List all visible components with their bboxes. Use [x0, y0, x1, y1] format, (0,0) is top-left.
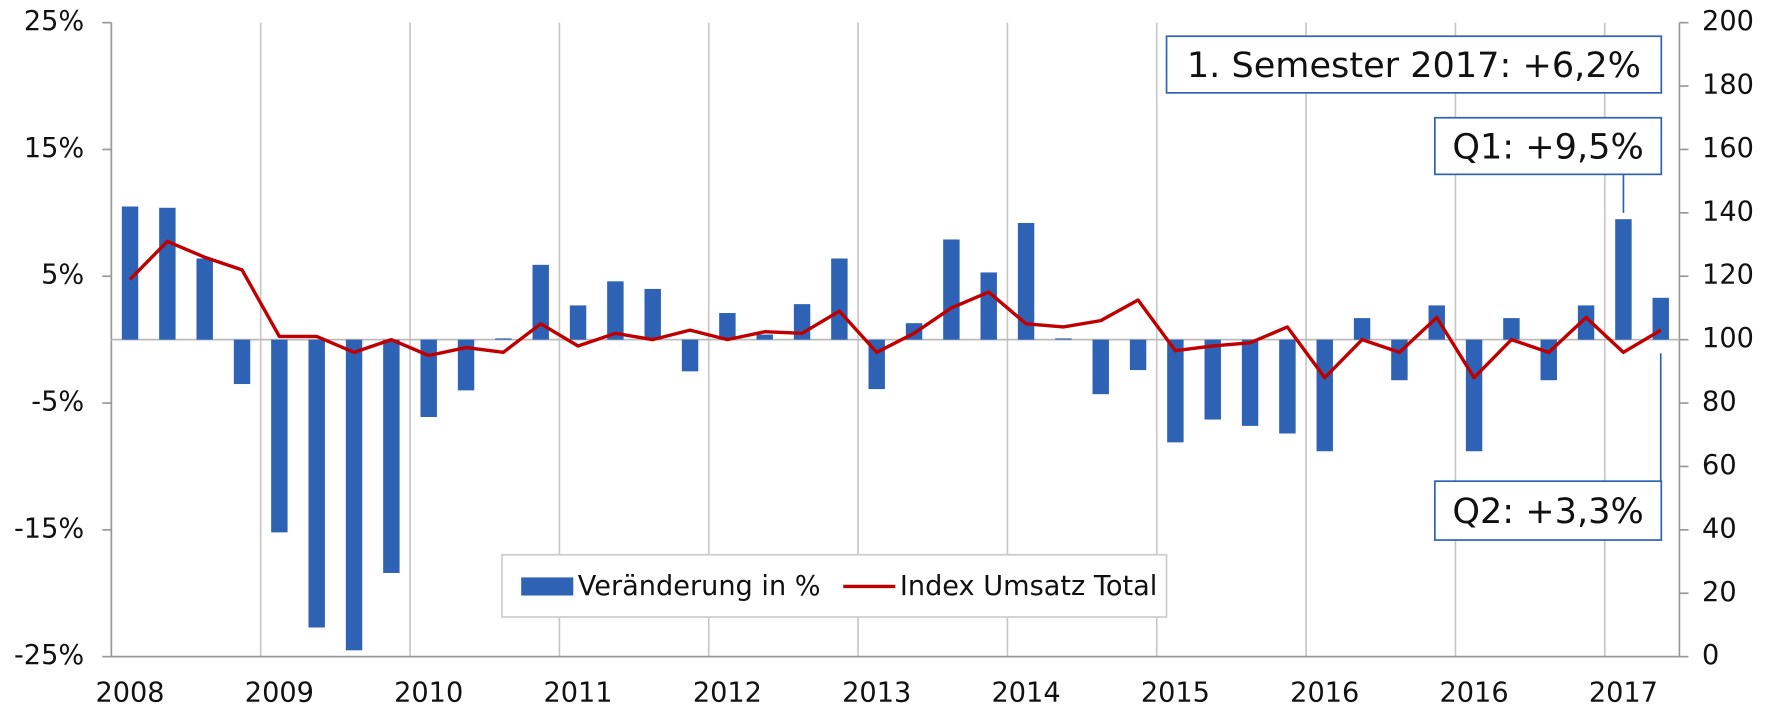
bar [1316, 339, 1333, 452]
bar [756, 334, 773, 340]
x-tick-label: 2011 [543, 678, 612, 709]
bar [1465, 339, 1483, 452]
x-tick-label: 2009 [245, 678, 314, 709]
bar [1428, 305, 1445, 340]
y-tick-label: -5% [31, 387, 84, 418]
bar [308, 339, 325, 628]
bar [495, 338, 512, 340]
bar [943, 239, 960, 340]
legend-swatch [521, 577, 574, 596]
x-tick-label: 2010 [394, 678, 463, 709]
bar [233, 339, 251, 385]
annotation-box [1165, 35, 1663, 94]
bar [1279, 339, 1296, 434]
bar [681, 339, 699, 372]
annotation-box [1434, 480, 1663, 541]
bar [1129, 339, 1147, 371]
bar [196, 258, 213, 340]
y-tick-label: 15% [24, 133, 84, 164]
bar [1241, 339, 1259, 426]
y2-tick-label: 0 [1702, 640, 1719, 671]
bar [1204, 339, 1221, 420]
bar [271, 339, 288, 533]
bar [644, 288, 661, 340]
bar [532, 264, 549, 340]
bar [607, 281, 624, 340]
legend: Veränderung in % Index Umsatz Total [501, 553, 1168, 618]
y-tick-label: -15% [14, 513, 84, 544]
x-tick-label: 2015 [1141, 678, 1210, 709]
y2-tick-label: 160 [1702, 133, 1754, 164]
annotation: Q2: +3,3% [1452, 491, 1643, 532]
y2-tick-label: 20 [1702, 577, 1737, 608]
bar [383, 339, 400, 573]
y2-tick-label: 40 [1702, 513, 1737, 544]
bar [420, 339, 437, 417]
y-tick-label: 25% [24, 6, 84, 37]
y-tick-label: 5% [41, 260, 84, 291]
bar [1167, 339, 1184, 443]
line [128, 239, 1662, 380]
x-tick-label: 2017 [1589, 678, 1658, 709]
legend-label: Index Umsatz Total [900, 571, 1157, 602]
x-tick-label: 2012 [693, 678, 762, 709]
annotation: 1. Semester 2017: +6,2% [1187, 45, 1641, 86]
bar [980, 272, 997, 340]
annotation-box [1434, 116, 1663, 176]
bar [1652, 297, 1669, 340]
x-tick-label: 2008 [95, 678, 164, 709]
bar [159, 207, 176, 340]
bar [1017, 222, 1035, 340]
x-tick-label: 2016 [1290, 678, 1359, 709]
y-tick-label: -25% [14, 640, 84, 671]
bar [1503, 318, 1520, 340]
y2-tick-label: 200 [1702, 6, 1754, 37]
bar [1092, 339, 1109, 395]
y2-tick-label: 120 [1702, 260, 1754, 291]
y2-tick-label: 80 [1702, 387, 1737, 418]
annotation: Q1: +9,5% [1452, 126, 1643, 167]
y2-tick-label: 100 [1702, 323, 1754, 354]
y2-tick-label: 60 [1702, 450, 1737, 481]
y2-tick-label: 180 [1702, 70, 1754, 101]
legend-box [501, 553, 1168, 618]
y2-tick-label: 140 [1702, 196, 1754, 227]
legend-label: Veränderung in % [578, 571, 821, 602]
bar [1577, 305, 1595, 340]
x-tick-label: 2016 [1440, 678, 1509, 709]
bar [831, 258, 848, 340]
bar [569, 305, 587, 340]
bar [345, 339, 363, 651]
bar [1353, 318, 1371, 340]
bar [719, 313, 736, 340]
x-tick-label: 2013 [842, 678, 911, 709]
bar [457, 339, 475, 391]
bar [1055, 338, 1072, 340]
bar [121, 206, 139, 340]
bar [1615, 219, 1632, 340]
x-tick-label: 2014 [991, 678, 1060, 709]
